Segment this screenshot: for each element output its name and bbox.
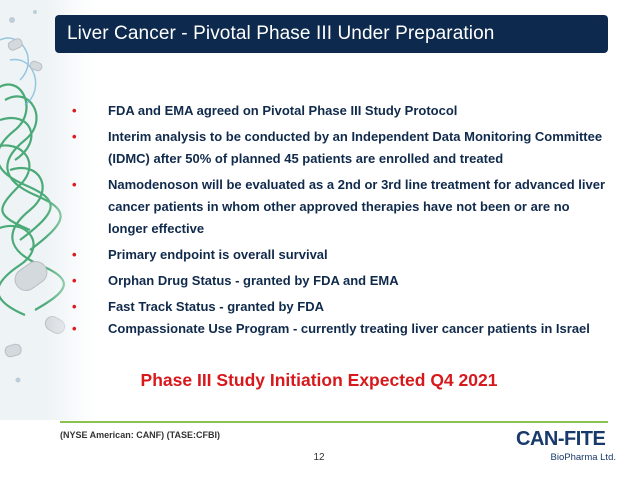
bullet-item: • FDA and EMA agreed on Pivotal Phase II… [72,100,612,122]
bullet-list: • FDA and EMA agreed on Pivotal Phase II… [72,100,612,344]
stock-ticker-text: (NYSE American: CANF) (TASE:CFBI) [60,430,221,440]
bullet-item: • Fast Track Status - granted by FDA [72,296,612,318]
bullet-icon: • [72,103,77,118]
bullet-icon: • [72,299,77,314]
bullet-item: • Primary endpoint is overall survival [72,244,612,266]
bullet-text: Primary endpoint is overall survival [108,247,328,262]
bullet-item: • Orphan Drug Status - granted by FDA an… [72,270,612,292]
bullet-text: Namodenoson will be evaluated as a 2nd o… [108,177,606,236]
footer-divider [60,421,608,423]
company-logo: CAN-FITE BioPharma Ltd. [516,428,616,468]
bullet-text: Interim analysis to be conducted by an I… [108,129,603,166]
page-number: 12 [313,452,325,463]
bullet-item: • Namodenoson will be evaluated as a 2nd… [72,174,612,240]
bullet-icon: • [72,321,77,336]
bullet-item: • Interim analysis to be conducted by an… [72,126,612,170]
bullet-item: • Compassionate Use Program - currently … [72,318,612,340]
bullet-text: FDA and EMA agreed on Pivotal Phase III … [108,103,458,118]
title-bar: Liver Cancer - Pivotal Phase III Under P… [55,15,608,53]
bullet-icon: • [72,273,77,288]
bullet-icon: • [72,129,77,144]
callout-headline: Phase III Study Initiation Expected Q4 2… [140,370,498,390]
bullet-text: Fast Track Status - granted by FDA [108,299,324,314]
bullet-text: Compassionate Use Program - currently tr… [108,321,590,336]
bullet-icon: • [72,247,77,262]
bullet-icon: • [72,177,77,192]
bullet-text: Orphan Drug Status - granted by FDA and … [108,273,399,288]
logo-subtitle: BioPharma Ltd. [550,452,616,463]
slide-title: Liver Cancer - Pivotal Phase III Under P… [67,23,495,44]
logo-wordmark: CAN-FITE [516,428,606,450]
